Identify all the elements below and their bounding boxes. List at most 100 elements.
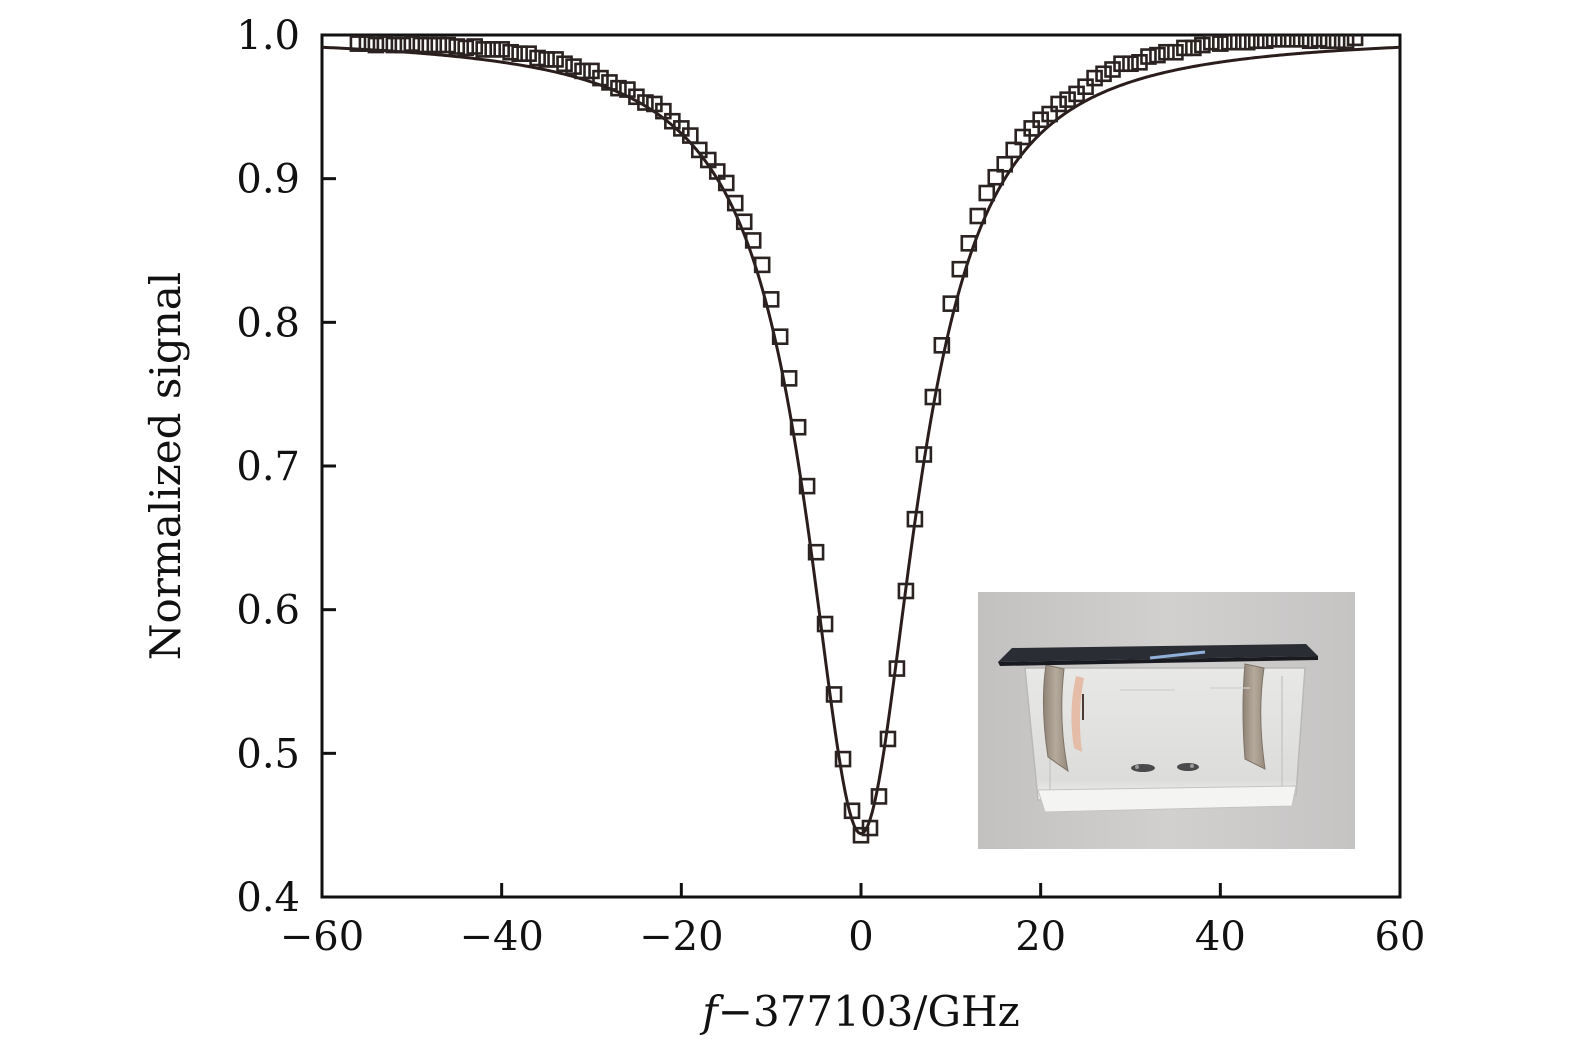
data-point-marker xyxy=(349,35,367,52)
data-point-marker xyxy=(1041,105,1058,123)
y-tick-label: 0.5 xyxy=(236,731,300,777)
data-point-marker xyxy=(682,127,699,144)
data-point-marker xyxy=(879,730,897,748)
data-point-marker xyxy=(493,41,510,58)
data-point-marker xyxy=(502,43,519,61)
data-point-marker xyxy=(915,446,933,463)
data-point-marker xyxy=(807,543,825,561)
data-point-marker xyxy=(385,36,403,54)
data-point-marker xyxy=(610,79,627,97)
data-point-marker xyxy=(1077,78,1094,96)
data-point-marker xyxy=(789,418,807,436)
data-point-marker xyxy=(1212,35,1229,52)
y-tick-label: 0.4 xyxy=(236,875,300,921)
data-point-marker xyxy=(942,295,960,312)
data-point-marker xyxy=(735,213,753,231)
data-point-marker xyxy=(870,788,888,805)
data-point-marker xyxy=(421,36,439,54)
data-point-marker xyxy=(816,615,834,633)
y-axis-title: Normalized signal xyxy=(141,272,190,660)
data-point-marker xyxy=(978,184,996,202)
data-point-marker xyxy=(744,232,762,249)
data-point-marker xyxy=(1176,39,1193,57)
data-point-marker xyxy=(547,51,564,68)
data-point-marker xyxy=(717,174,735,192)
data-point-marker xyxy=(367,36,385,54)
data-point-marker xyxy=(592,69,609,87)
data-point-marker xyxy=(888,660,906,677)
data-point-marker xyxy=(376,35,394,52)
data-point-marker xyxy=(780,370,798,387)
data-point-marker xyxy=(1292,35,1310,48)
x-tick-label: −60 xyxy=(280,914,364,960)
data-point-marker xyxy=(1256,35,1274,50)
data-point-marker xyxy=(1230,35,1247,51)
data-point-marker xyxy=(1140,48,1157,65)
y-tick-label: 0.8 xyxy=(236,300,300,346)
data-point-marker xyxy=(690,141,708,159)
data-point-marker xyxy=(574,62,591,80)
x-tick-label: 40 xyxy=(1195,914,1246,960)
data-point-marker xyxy=(1238,35,1256,51)
data-point-marker xyxy=(1122,55,1139,73)
data-point-marker xyxy=(1050,95,1067,113)
data-point-marker xyxy=(1283,35,1301,48)
data-point-marker xyxy=(1328,35,1346,50)
y-axis-ticks: 0.4 0.5 0.6 0.7 0.8 0.9 1.0 xyxy=(236,13,336,921)
data-point-marker xyxy=(843,802,861,820)
data-point-marker xyxy=(1095,65,1112,83)
data-point-marker xyxy=(556,55,573,73)
data-point-marker xyxy=(1005,141,1023,159)
data-point-marker xyxy=(1221,35,1238,51)
data-point-marker xyxy=(448,38,466,55)
x-tick-label: −40 xyxy=(459,914,543,960)
data-point-marker xyxy=(861,819,879,837)
inset-photo-vapor-cell xyxy=(978,592,1355,849)
data-point-marker xyxy=(1167,43,1184,61)
data-point-marker xyxy=(358,35,376,52)
data-point-marker xyxy=(466,38,484,55)
data-point-marker xyxy=(412,36,430,54)
data-point-marker xyxy=(906,510,924,528)
data-point-marker xyxy=(897,582,915,600)
data-point-marker xyxy=(1274,35,1292,48)
data-point-marker xyxy=(1113,55,1130,73)
data-point-marker xyxy=(1337,35,1355,50)
data-point-marker xyxy=(1149,46,1166,64)
data-point-marker xyxy=(1319,35,1337,50)
data-point-marker xyxy=(457,39,475,57)
data-point-marker xyxy=(969,207,987,225)
y-tick-label: 1.0 xyxy=(236,13,300,59)
data-point-marker xyxy=(520,45,537,62)
data-point-marker xyxy=(637,94,654,111)
data-point-marker xyxy=(403,35,421,52)
data-point-marker xyxy=(439,36,457,54)
data-point-marker xyxy=(1310,35,1328,48)
data-point-marker xyxy=(951,260,969,278)
data-point-marker xyxy=(475,41,493,58)
data-point-marker xyxy=(1346,35,1364,47)
data-point-marker xyxy=(996,156,1014,173)
y-tick-label: 0.9 xyxy=(236,157,300,203)
x-tick-label: −20 xyxy=(639,914,723,960)
data-point-marker xyxy=(1194,36,1211,54)
data-point-marker xyxy=(960,235,978,252)
lorentzian-fit-line xyxy=(322,45,1400,836)
data-point-marker xyxy=(699,151,717,169)
data-point-marker xyxy=(394,36,412,54)
data-point-marker xyxy=(529,49,546,67)
x-tick-label: 60 xyxy=(1375,914,1426,960)
data-point-marker xyxy=(798,477,816,495)
data-point-marker xyxy=(753,256,771,274)
data-point-marker xyxy=(484,41,501,58)
data-point-marker xyxy=(924,388,942,406)
data-point-marker xyxy=(1023,120,1040,137)
x-axis-title: f−377103/GHz xyxy=(699,987,1020,1036)
data-point-marker xyxy=(1247,35,1265,50)
data-point-marker xyxy=(1203,35,1220,51)
data-point-marker xyxy=(825,686,843,703)
data-markers xyxy=(349,35,1364,844)
data-point-marker xyxy=(771,328,789,346)
data-point-marker xyxy=(708,163,726,180)
